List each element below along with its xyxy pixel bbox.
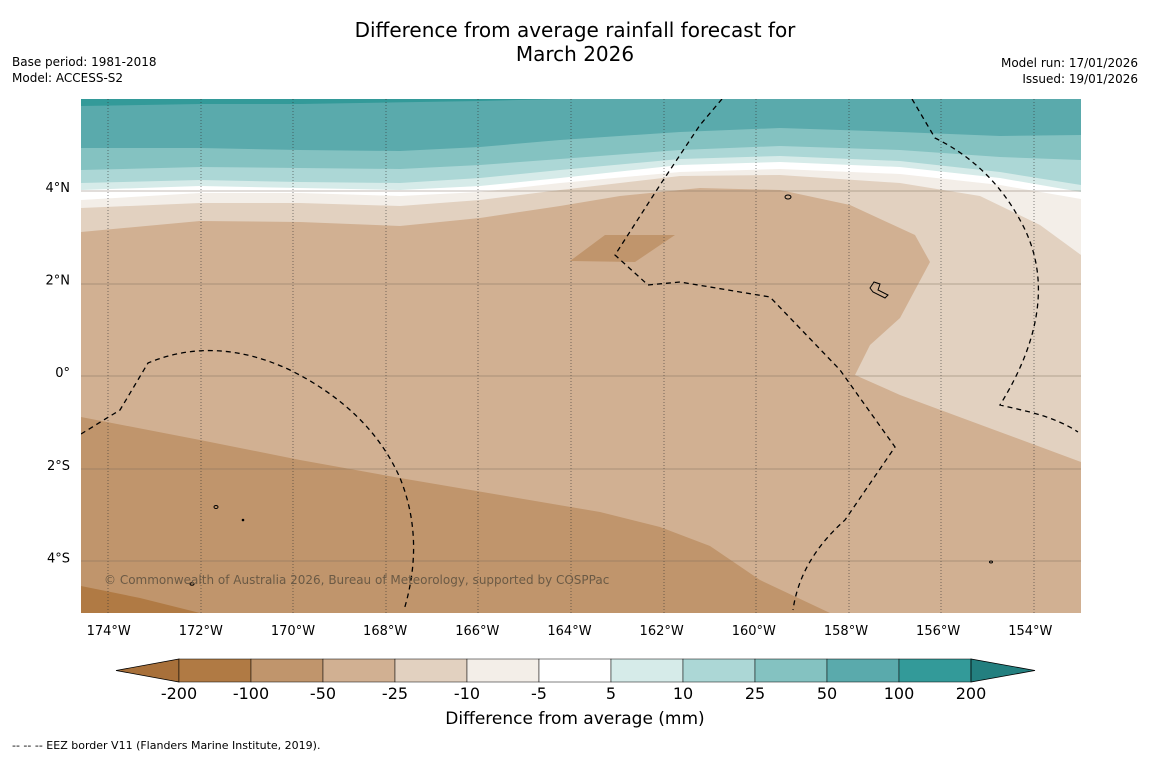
colorbar-tick-label: 5 <box>606 684 616 703</box>
latitude-lines <box>81 190 1081 562</box>
base-period: Base period: 1981-2018 <box>12 55 157 69</box>
anomaly-band-50 <box>81 99 1081 151</box>
colorbar-tick-label: 100 <box>884 684 915 703</box>
colorbar-tick-label: 10 <box>673 684 693 703</box>
island-tiny <box>241 518 245 522</box>
island-kiritimati <box>869 281 889 299</box>
colorbar-extend-high <box>970 658 1036 683</box>
islands <box>189 194 993 586</box>
colorbar-segment <box>178 658 252 683</box>
title-line-1: Difference from average rainfall forecas… <box>354 18 796 42</box>
anomaly-patch-minus100 <box>570 235 675 262</box>
colorbar-segment <box>682 658 756 683</box>
longitude-label: 168°W <box>363 624 407 639</box>
colorbar-segment <box>610 658 684 683</box>
anomaly-band-100 <box>81 99 560 106</box>
longitude-label: 174°W <box>87 624 131 639</box>
longitude-label: 162°W <box>640 624 684 639</box>
colorbar-segment <box>250 658 324 683</box>
model-run-date: Model run: 17/01/2026 <box>1000 56 1138 70</box>
latitude-label: 0° <box>55 366 70 381</box>
colorbar-segment <box>898 658 972 683</box>
colorbar-tick-label: -10 <box>454 684 480 703</box>
colorbar-segment <box>322 658 396 683</box>
longitude-label: 158°W <box>824 624 868 639</box>
issued-date: Issued: 19/01/2026 <box>1022 72 1138 86</box>
colorbar-tick-label: -25 <box>382 684 408 703</box>
colorbar-segment <box>538 658 612 683</box>
colorbar-tick-label: 200 <box>956 684 987 703</box>
colorbar-extend-low <box>115 658 180 683</box>
eez-footnote: -- -- -- EEZ border V11 (Flanders Marine… <box>12 739 321 752</box>
run-info: Model run: 17/01/2026 Issued: 19/01/2026 <box>1001 55 1138 87</box>
colorbar-tick-label: -200 <box>161 684 197 703</box>
longitude-label: 166°W <box>455 624 499 639</box>
colorbar-tick-label: -50 <box>310 684 336 703</box>
colorbar-tick-label: 50 <box>817 684 837 703</box>
longitude-labels: 174°W 172°W 170°W 168°W 166°W 164°W 162°W 160°W… <box>87 624 1053 639</box>
map-area: © Commonwealth of Australia 2026, Bureau… <box>81 99 1081 613</box>
title-line-2: March 2026 <box>515 42 635 66</box>
model-name: Model: ACCESS-S2 <box>12 71 124 85</box>
copyright-text: © Commonwealth of Australia 2026, Bureau… <box>104 573 609 587</box>
anomaly-band-minus100-south <box>81 417 830 613</box>
latitude-label: 2°S <box>47 459 70 474</box>
colorbar-tick-label: 25 <box>745 684 765 703</box>
colorbar-segment <box>754 658 828 683</box>
longitude-label: 156°W <box>916 624 960 639</box>
latitude-labels: 4°N 2°N 0° 2°S 4°S <box>46 181 71 566</box>
longitude-label: 170°W <box>271 624 315 639</box>
longitude-label: 154°W <box>1008 624 1052 639</box>
colorbar-tick-label: -100 <box>233 684 269 703</box>
latitude-label: 2°N <box>46 274 71 289</box>
colorbar-segment <box>826 658 900 683</box>
island-small-west <box>189 582 195 586</box>
latitude-label: 4°S <box>47 551 70 566</box>
colorbar-title: Difference from average (mm) <box>445 709 705 729</box>
island-swains <box>213 505 219 509</box>
colorbar-segment <box>466 658 540 683</box>
longitude-label: 160°W <box>732 624 776 639</box>
island-small-east <box>989 560 993 564</box>
base-info: Base period: 1981-2018 Model: ACCESS-S2 <box>12 54 157 86</box>
colorbar: -200 -100 -50 -25 -10 -5 5 10 25 50 100 200 <box>115 658 1036 703</box>
longitude-label: 164°W <box>547 624 591 639</box>
longitude-label: 172°W <box>179 624 223 639</box>
colorbar-tick-label: -5 <box>531 684 547 703</box>
island-jarvis <box>784 194 792 200</box>
colorbar-segment <box>394 658 468 683</box>
anomaly-band-minus200-south <box>81 586 200 613</box>
eez-borders <box>81 99 1079 611</box>
latitude-label: 4°N <box>46 181 71 196</box>
chart-title: Difference from average rainfall forecas… <box>0 18 1150 66</box>
